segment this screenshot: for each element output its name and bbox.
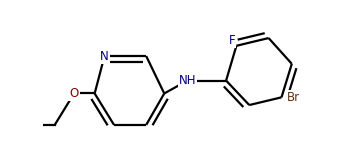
Text: Br: Br — [287, 91, 300, 104]
Text: O: O — [70, 87, 79, 100]
Text: NH: NH — [179, 74, 196, 87]
Text: N: N — [100, 50, 109, 63]
Text: F: F — [228, 34, 235, 47]
